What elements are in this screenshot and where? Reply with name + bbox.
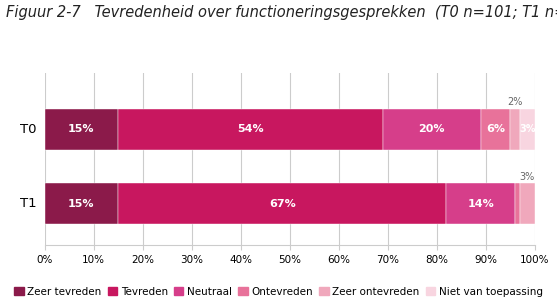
Bar <box>520 183 535 224</box>
Text: 20%: 20% <box>418 124 445 134</box>
Text: 14%: 14% <box>467 199 494 209</box>
Bar <box>118 183 447 224</box>
Text: 2%: 2% <box>507 97 523 107</box>
Text: Figuur 2-7   Tevredenheid over functioneringsgesprekken  (T0 n=101; T1 n=72): Figuur 2-7 Tevredenheid over functioneri… <box>6 5 557 20</box>
Bar <box>510 109 520 150</box>
Text: 3%: 3% <box>519 124 536 134</box>
Text: 15%: 15% <box>68 124 95 134</box>
Bar <box>45 183 118 224</box>
Legend: Zeer tevreden, Tevreden, Neutraal, Ontevreden, Zeer ontevreden, Niet van toepass: Zeer tevreden, Tevreden, Neutraal, Ontev… <box>10 282 547 301</box>
Text: 6%: 6% <box>486 124 505 134</box>
Text: 3%: 3% <box>520 172 535 182</box>
Text: 54%: 54% <box>237 124 264 134</box>
Bar <box>515 183 520 224</box>
Bar <box>481 109 510 150</box>
Text: 15%: 15% <box>68 199 95 209</box>
Bar <box>45 109 118 150</box>
Bar <box>520 109 535 150</box>
Bar <box>383 109 481 150</box>
Text: 67%: 67% <box>269 199 296 209</box>
Bar <box>118 109 383 150</box>
Bar <box>447 183 515 224</box>
